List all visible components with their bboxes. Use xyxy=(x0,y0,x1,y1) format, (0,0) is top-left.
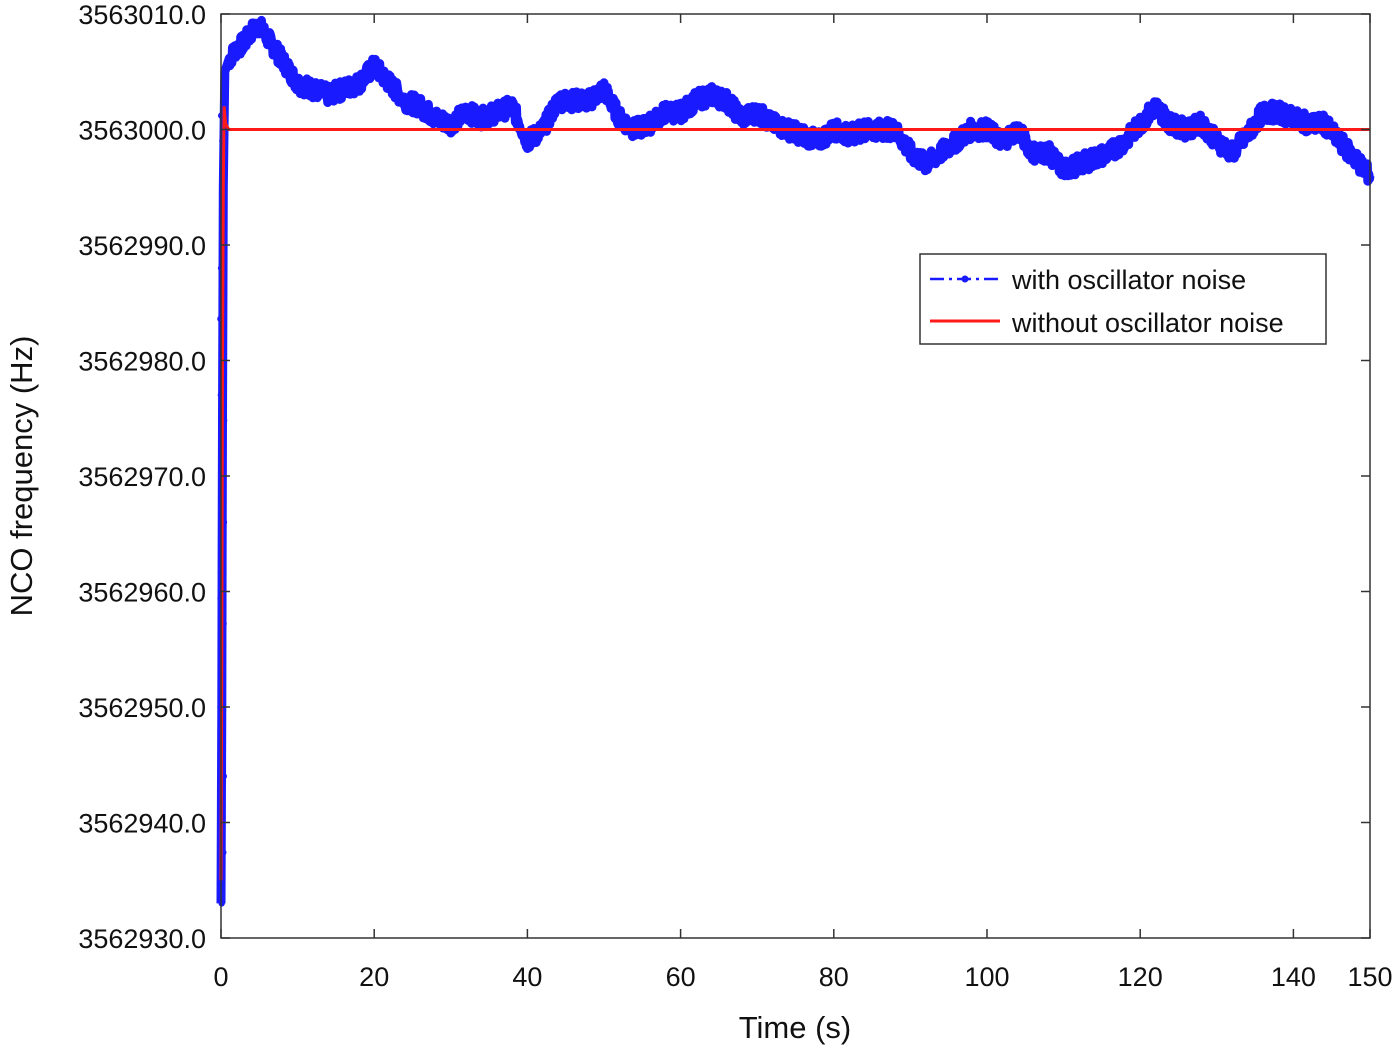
x-tick-label: 0 xyxy=(213,962,228,992)
y-tick-label: 3562990.0 xyxy=(78,231,206,261)
x-axis-title: Time (s) xyxy=(739,1010,852,1045)
x-tick-label: 80 xyxy=(819,962,849,992)
legend-label-without-noise: without oscillator noise xyxy=(1011,308,1284,338)
y-tick-label: 3563000.0 xyxy=(78,116,206,146)
y-axis-title: NCO frequency (Hz) xyxy=(4,336,39,617)
legend-box xyxy=(919,253,1327,345)
plot-background xyxy=(221,14,1370,938)
series-line-with-oscillator-noise xyxy=(216,15,1375,904)
y-tick-label: 3562950.0 xyxy=(78,693,206,723)
x-tick-label: 120 xyxy=(1118,962,1163,992)
x-tick-label: 100 xyxy=(964,962,1009,992)
x-tick-labels: 0 20 40 60 80 100 120 140 150 xyxy=(213,962,1392,992)
y-tick-label: 3562970.0 xyxy=(78,462,206,492)
x-tick-label: 140 xyxy=(1271,962,1316,992)
x-tick-label: 40 xyxy=(512,962,542,992)
x-tick-label: 60 xyxy=(666,962,696,992)
legend: with oscillator noise without oscillator… xyxy=(919,253,1327,345)
y-tick-labels: 3562930.0 3562940.0 3562950.0 3562960.0 3562… xyxy=(78,0,206,954)
y-tick-label: 3562980.0 xyxy=(78,347,206,377)
y-tick-label: 3562930.0 xyxy=(78,924,206,954)
ticks-layer xyxy=(220,13,1371,939)
x-tick-label: 150 xyxy=(1347,962,1392,992)
x-tick-label: 20 xyxy=(359,962,389,992)
y-tick-label: 3562940.0 xyxy=(78,809,206,839)
y-tick-label: 3562960.0 xyxy=(78,578,206,608)
series-marker-with-oscillator-noise xyxy=(220,87,227,94)
legend-marker-with-noise xyxy=(961,275,969,283)
legend-label-with-noise: with oscillator noise xyxy=(1011,265,1246,295)
series-line-without-oscillator-noise xyxy=(219,106,1370,881)
y-tick-label: 3563010.0 xyxy=(78,0,206,30)
